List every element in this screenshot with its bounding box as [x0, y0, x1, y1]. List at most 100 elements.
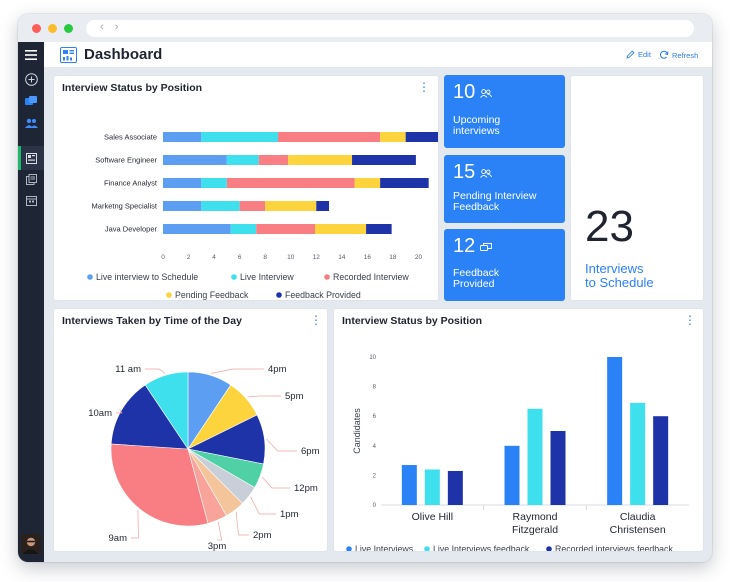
- user-avatar[interactable]: [21, 534, 41, 554]
- refresh-label: Refresh: [672, 50, 699, 60]
- browser-window: ‹ › Dash: [18, 14, 712, 562]
- pie-slice: [110, 384, 189, 450]
- pie-leader-line: [217, 521, 223, 541]
- dashboard-logo-icon: [60, 47, 77, 63]
- close-window-button[interactable]: [32, 24, 41, 33]
- y-tick-label: 2: [373, 473, 377, 479]
- bar-segment: [163, 132, 202, 142]
- pie-leader-line: [247, 395, 281, 398]
- add-icon[interactable]: [24, 72, 38, 86]
- legend-label: Live interview to Schedule: [96, 272, 198, 282]
- sidebar: [18, 42, 44, 562]
- bar: [447, 470, 463, 505]
- bar-segment: [258, 155, 289, 165]
- legend-swatch: [166, 292, 172, 298]
- pie-label: 11 am: [115, 364, 141, 375]
- bar-segment: [163, 224, 231, 234]
- pencil-icon: [626, 50, 635, 59]
- card-title: Interview Status by Position: [342, 315, 483, 327]
- sidebar-active-background: [21, 146, 44, 170]
- pie-label: 1pm: [280, 509, 299, 520]
- bar: [424, 469, 440, 505]
- legend-swatch: [231, 274, 237, 280]
- interviews-to-schedule-card[interactable]: 23 Interviews to Schedule: [570, 75, 704, 301]
- x-tick-label: 10: [287, 254, 295, 261]
- x-tick-label: 18: [389, 254, 397, 261]
- bar-segment: [354, 178, 381, 188]
- pie-leader-line: [116, 409, 123, 414]
- bar-segment: [226, 178, 355, 188]
- pie-label: 3pm: [208, 541, 227, 551]
- pie-leader-line: [261, 476, 290, 489]
- stat-card-pending-feedback[interactable]: 15 Pending Interview Feedback: [444, 155, 565, 223]
- bar-segment: [163, 178, 202, 188]
- minimize-window-button[interactable]: [48, 24, 57, 33]
- documents-icon[interactable]: [24, 172, 38, 186]
- bar: [653, 416, 669, 505]
- legend-swatch: [324, 274, 330, 280]
- stat-card-upcoming[interactable]: 10 Upcoming interviews: [444, 75, 565, 148]
- category-label: Raymond: [513, 511, 558, 523]
- pie-leader-line: [131, 510, 139, 539]
- edit-button[interactable]: Edit: [626, 50, 651, 59]
- bar-segment: [288, 155, 353, 165]
- stat-label-line2: Feedback: [453, 201, 500, 213]
- calendar-icon[interactable]: [24, 193, 38, 207]
- bar: [504, 445, 520, 505]
- pie-label: 4pm: [268, 364, 287, 375]
- top-bar: Dashboard Edit Refresh: [44, 42, 712, 68]
- category-label: Marketng Specialist: [92, 202, 158, 211]
- pie-leader-line: [235, 511, 249, 536]
- bar: [630, 402, 646, 505]
- stat-label-line2: interviews: [453, 125, 500, 137]
- folders-icon[interactable]: [24, 94, 38, 108]
- y-tick-label: 0: [373, 503, 377, 509]
- stacked-bar-chart: 0246810121416182022Sales AssociateSoftwa…: [87, 132, 438, 300]
- category-label: Software Engineer: [95, 156, 157, 165]
- card-title: Interview Status by Position: [62, 82, 203, 94]
- legend-label: Live Interview: [240, 272, 294, 282]
- refresh-button[interactable]: Refresh: [659, 50, 698, 60]
- more-options-icon[interactable]: ⋮: [418, 80, 430, 94]
- category-label: Claudia: [620, 511, 656, 523]
- bar-segment: [265, 201, 317, 211]
- highlight-label-line2: to Schedule: [585, 275, 654, 290]
- legend-label: Pending Feedback: [175, 290, 249, 300]
- x-tick-label: 4: [212, 254, 216, 261]
- bar-segment: [380, 178, 429, 188]
- x-tick-label: 0: [161, 254, 165, 261]
- people-icon: [480, 169, 492, 178]
- menu-icon[interactable]: [24, 48, 38, 62]
- pie-chart: 4pm 5pm 6pm 12pm 1pm 2pm 3pm 9am 10am 11 am: [88, 364, 319, 551]
- y-axis-label: Candidates: [352, 408, 362, 454]
- highlight-label-line1: Interviews: [585, 261, 644, 276]
- stat-value: 10: [453, 81, 476, 103]
- pie-leader-line: [266, 438, 297, 452]
- card-title: Interviews Taken by Time of the Day: [62, 315, 242, 327]
- stat-card-feedback-provided[interactable]: 12 Feedback Provided: [444, 229, 565, 301]
- highlight-value: 23: [585, 202, 634, 251]
- dashboard-icon[interactable]: [24, 151, 38, 165]
- legend-swatch: [276, 292, 282, 298]
- people-icon: [480, 89, 492, 98]
- bar: [401, 465, 417, 505]
- bar-segment: [163, 155, 227, 165]
- category-label: Christensen: [610, 524, 666, 536]
- bar-segment: [405, 132, 438, 142]
- bar-segment: [230, 224, 257, 234]
- maximize-window-button[interactable]: [64, 24, 73, 33]
- address-bar[interactable]: ‹ ›: [86, 20, 694, 37]
- bar-segment: [314, 224, 367, 234]
- x-tick-label: 2: [187, 254, 191, 261]
- back-forward-icon[interactable]: ‹ ›: [100, 21, 123, 33]
- bar-segment: [366, 224, 392, 234]
- legend-swatch: [546, 546, 552, 551]
- pie-label: 12pm: [294, 483, 318, 494]
- x-tick-label: 8: [263, 254, 267, 261]
- legend-label: Live Interviews feedback: [433, 544, 530, 551]
- stat-value: 15: [453, 161, 476, 183]
- more-options-icon[interactable]: ⋮: [310, 313, 322, 327]
- more-options-icon[interactable]: ⋮: [684, 313, 696, 327]
- bar: [607, 357, 623, 505]
- users-icon[interactable]: [24, 116, 38, 130]
